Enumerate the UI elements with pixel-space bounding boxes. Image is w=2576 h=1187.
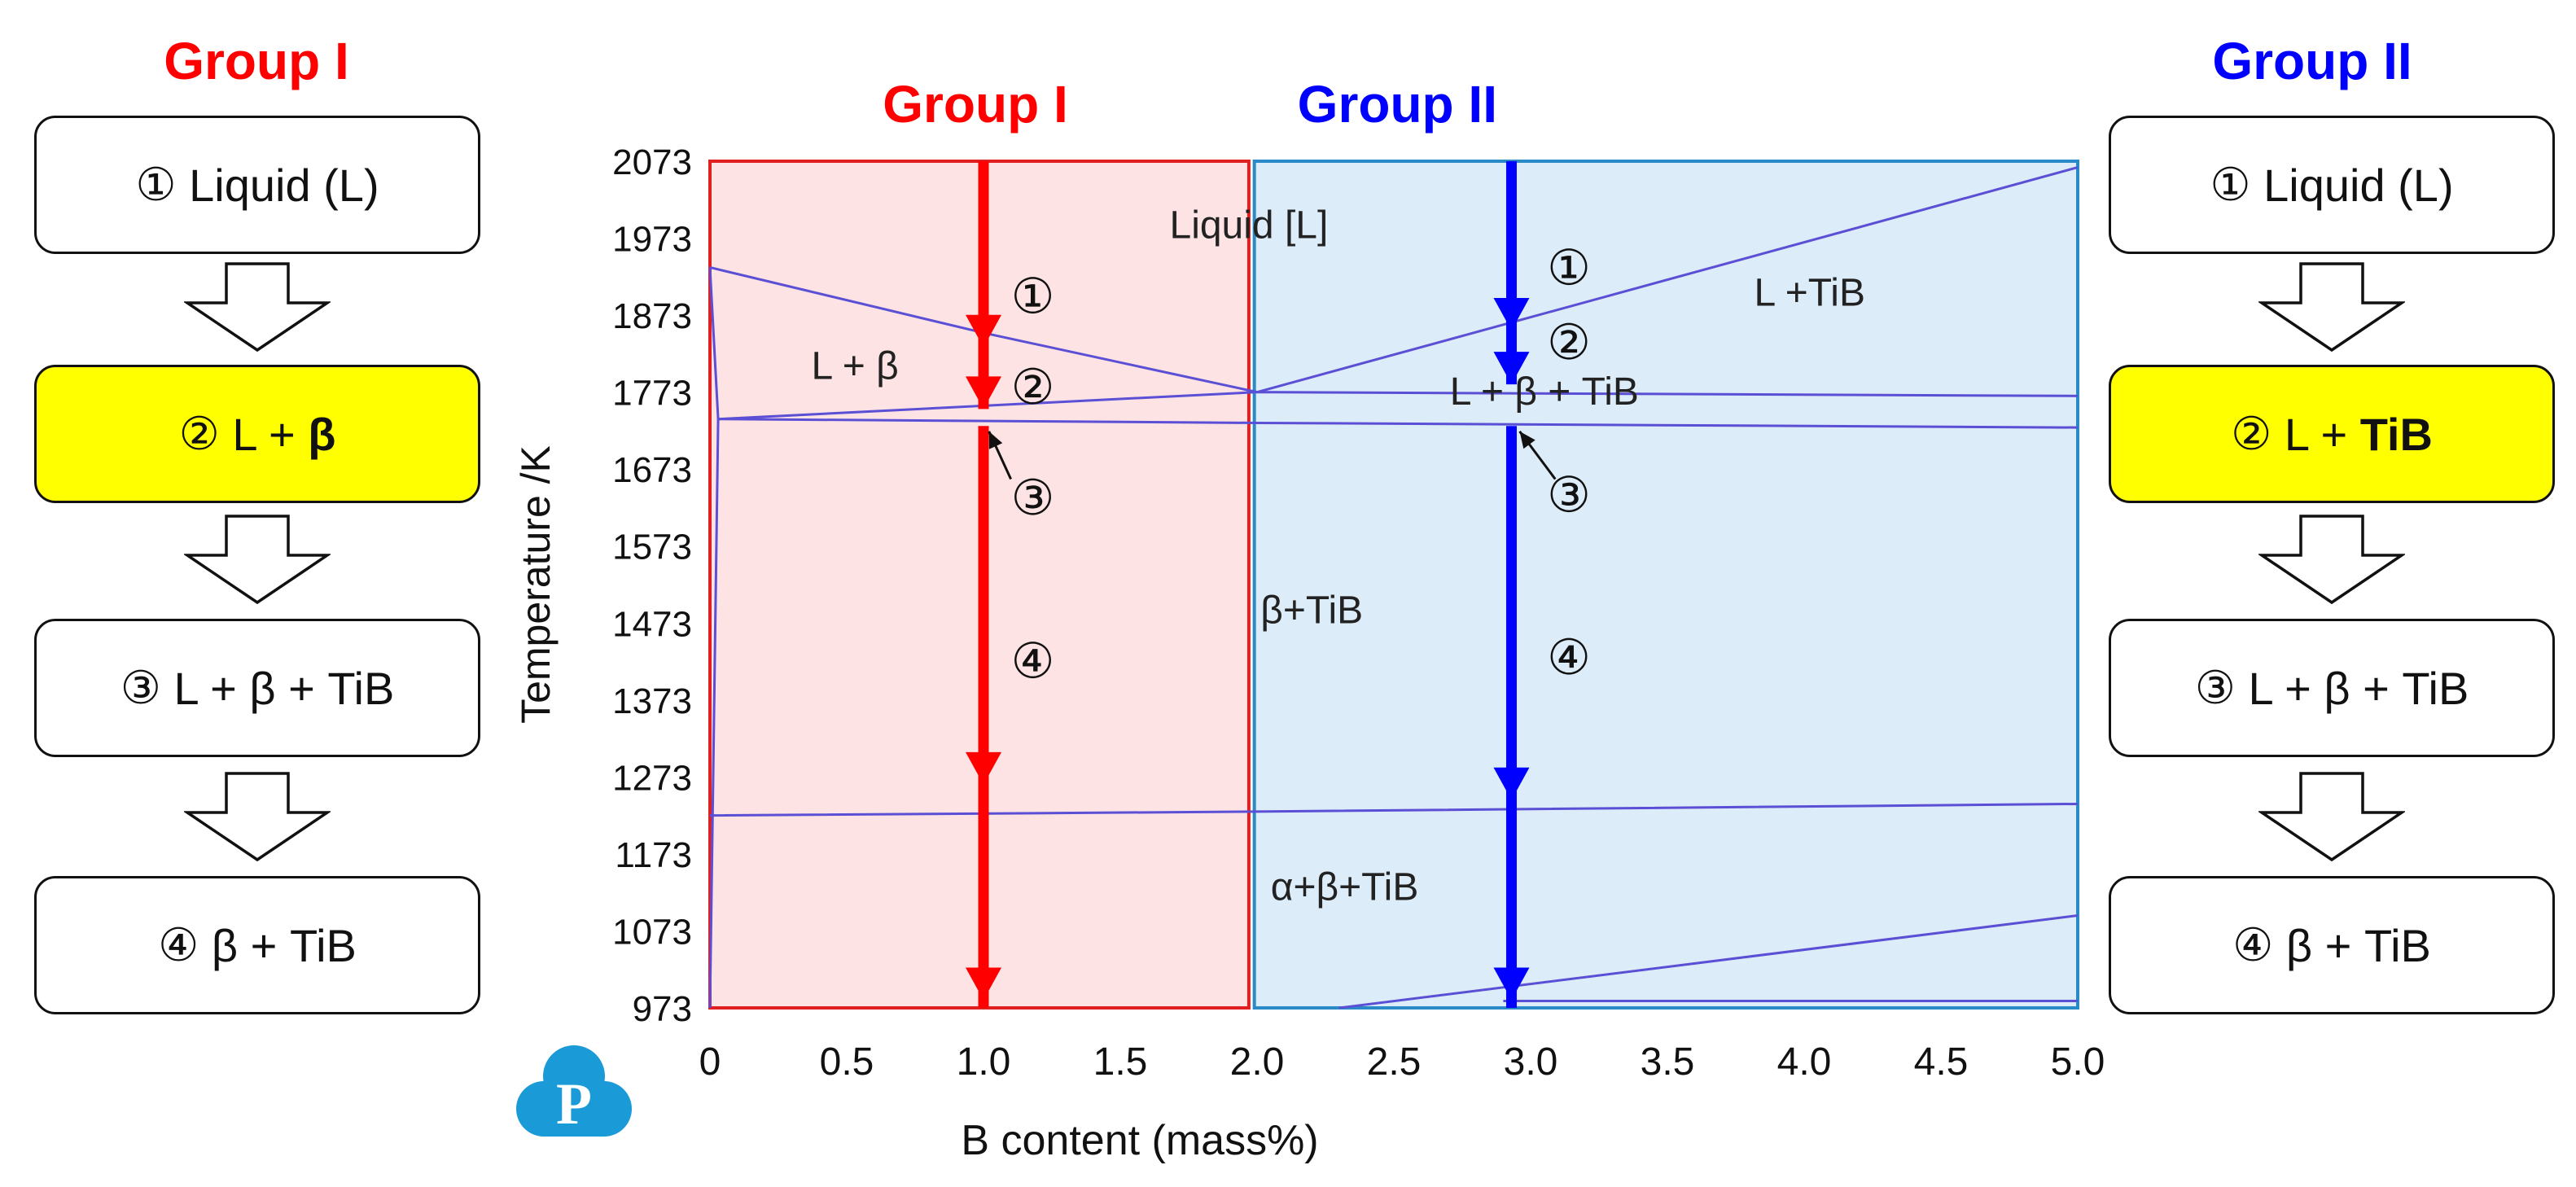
- x-tick-label: 2.0: [1230, 1040, 1285, 1084]
- step-marker: ②: [1011, 359, 1055, 416]
- left-step-2: ② L + β: [34, 365, 480, 503]
- phase-boundary-line: [709, 802, 2079, 817]
- step-marker: ④: [2232, 919, 2274, 970]
- y-tick-label: 973: [633, 989, 692, 1029]
- x-tick-label: 3.5: [1641, 1040, 1695, 1084]
- cooling-arrowhead: [1493, 298, 1530, 331]
- step-marker: ③: [1011, 470, 1055, 527]
- step-marker: ④: [1011, 633, 1055, 690]
- logo-icon: P: [516, 1045, 632, 1137]
- step-marker: ①: [2210, 159, 2251, 210]
- cooling-arrowhead: [966, 314, 1001, 348]
- cooling-arrowhead: [966, 967, 1001, 1001]
- step-text: Liquid (L): [2263, 159, 2454, 211]
- step-text: β + TiB: [2285, 919, 2431, 971]
- y-tick-label: 1873: [612, 296, 692, 336]
- y-tick-label: 1273: [612, 758, 692, 798]
- down-arrow-icon: [184, 772, 331, 862]
- right-step-2: ② L + TiB: [2109, 365, 2555, 503]
- step-marker: ①: [1547, 239, 1591, 296]
- step-marker: ②: [1547, 314, 1591, 371]
- y-tick-label: 1673: [612, 450, 692, 490]
- cooling-arrowhead: [1493, 767, 1530, 800]
- x-tick-label: 0.5: [820, 1040, 874, 1084]
- phase-boundary-line: [1256, 166, 2079, 394]
- step-marker: ②: [178, 408, 220, 459]
- down-arrow-icon: [184, 515, 331, 605]
- x-tick-label: 4.5: [1914, 1040, 1969, 1084]
- y-tick-label: 1173: [615, 835, 692, 875]
- phase-label: Liquid [L]: [1170, 204, 1329, 247]
- cooling-arrowhead: [966, 376, 1001, 410]
- left-step-1: ① Liquid (L): [34, 116, 480, 254]
- phase-label: L +TiB: [1754, 272, 1865, 315]
- phase-label: β+TiB: [1260, 589, 1363, 632]
- region-title: Group II: [1298, 75, 1497, 134]
- step-marker: ③: [2194, 662, 2236, 713]
- x-tick-label: 0: [699, 1040, 721, 1084]
- step-text: L + β + TiB: [2248, 662, 2469, 714]
- cooling-arrowhead: [1493, 352, 1530, 385]
- x-axis-label: B content (mass%): [961, 1117, 1318, 1164]
- step-text: β + TiB: [211, 919, 357, 971]
- cooling-arrowhead: [966, 751, 1001, 785]
- left-step-3: ③ L + β + TiB: [34, 619, 480, 757]
- right-step-3: ③ L + β + TiB: [2109, 619, 2555, 757]
- y-tick-label: 1773: [612, 374, 692, 414]
- x-tick-label: 3.0: [1504, 1040, 1558, 1084]
- step-text: L +: [2284, 408, 2360, 460]
- step-text: L +: [232, 408, 309, 460]
- pointer-arrowhead: [988, 431, 1003, 449]
- region-group-ii: [1252, 160, 2079, 1010]
- step-marker: ②: [2231, 408, 2272, 459]
- x-tick-label: 2.5: [1367, 1040, 1422, 1084]
- step-marker: ①: [1011, 268, 1055, 325]
- left-panel-title: Group I: [164, 32, 349, 90]
- region-title: Group I: [883, 75, 1068, 134]
- step-text: L + β + TiB: [173, 662, 395, 714]
- phase-label: α+β+TiB: [1271, 866, 1419, 909]
- phase-label: L + β + TiB: [1450, 370, 1639, 414]
- x-tick-label: 1.5: [1093, 1040, 1148, 1084]
- down-arrow-icon: [184, 262, 331, 353]
- x-tick-label: 4.0: [1777, 1040, 1832, 1084]
- y-tick-label: 1973: [612, 220, 692, 260]
- y-tick-label: 1473: [612, 604, 692, 644]
- step-bold: β: [308, 408, 336, 460]
- step-text: Liquid (L): [189, 159, 379, 211]
- cooling-arrowhead: [1493, 967, 1530, 1001]
- phase-boundary-line: [708, 418, 720, 1009]
- step-bold: TiB: [2359, 408, 2433, 460]
- step-marker: ③: [120, 662, 161, 713]
- y-tick-label: 2073: [612, 142, 692, 182]
- left-step-4: ④ β + TiB: [34, 876, 480, 1014]
- svg-text:P: P: [556, 1071, 592, 1137]
- phase-label: L + β: [811, 345, 898, 388]
- y-axis-label: Temperature /K: [513, 445, 559, 724]
- right-step-1: ① Liquid (L): [2109, 116, 2555, 254]
- step-marker: ①: [135, 159, 177, 210]
- down-arrow-icon: [2258, 772, 2405, 862]
- y-tick-label: 1573: [612, 528, 692, 567]
- step-marker: ④: [1547, 629, 1591, 686]
- step-marker: ④: [158, 919, 199, 970]
- down-arrow-icon: [2258, 262, 2405, 353]
- phase-boundary-line: [718, 418, 2079, 429]
- x-tick-label: 5.0: [2051, 1040, 2105, 1084]
- pointer-arrowhead: [1519, 431, 1536, 449]
- y-tick-label: 1373: [612, 681, 692, 721]
- right-panel-title: Group II: [2212, 32, 2412, 90]
- right-step-4: ④ β + TiB: [2109, 876, 2555, 1014]
- y-tick-label: 1073: [612, 912, 692, 952]
- x-tick-label: 1.0: [957, 1040, 1011, 1084]
- phase-boundary-line: [1338, 914, 2079, 1010]
- down-arrow-icon: [2258, 515, 2405, 605]
